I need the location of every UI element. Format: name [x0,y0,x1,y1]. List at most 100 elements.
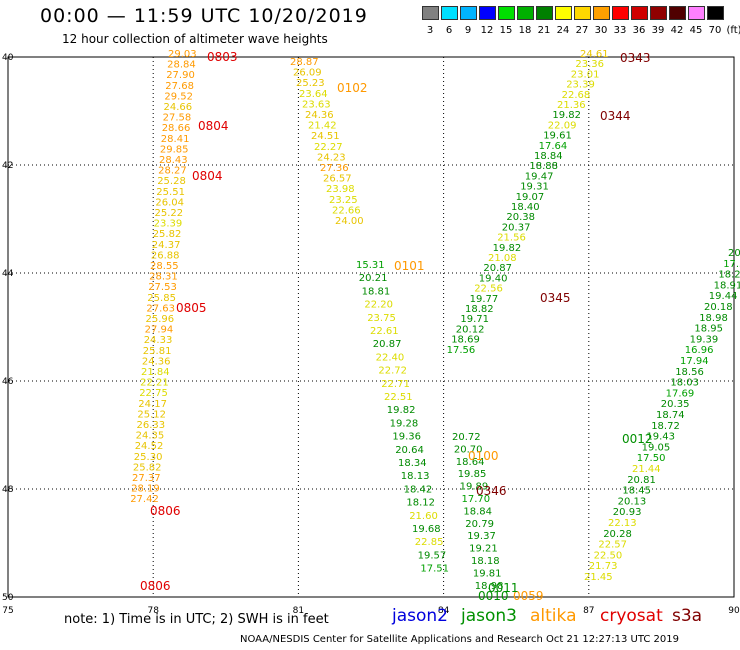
swh-value: 24.35 [136,431,165,442]
swh-value: 22.50 [594,550,623,561]
swh-value: 22.71 [381,379,410,390]
swh-value: 20.0 [728,248,740,259]
legend-label: 39 [651,25,665,36]
swh-value: 28.87 [290,57,319,68]
swh-value: 26.04 [155,197,184,208]
swh-value: 20.70 [454,444,483,455]
footer-credit: NOAA/NESDIS Center for Satellite Applica… [240,634,679,645]
swh-value: 23.25 [329,195,358,206]
swh-value: 24.33 [144,335,173,346]
time-label: 0343 [620,51,651,65]
swh-value: 18.64 [456,457,485,468]
legend-label: 18 [518,25,532,36]
map-subtitle: 12 hour collection of altimeter wave hei… [62,32,328,46]
swh-value: 24.66 [164,102,193,113]
legend-swatch [707,6,724,20]
legend-swatch [612,6,629,20]
swh-value: 18.34 [398,458,427,469]
legend-swatch [479,6,496,20]
swh-value: 21.45 [584,572,613,583]
swh-value: 22.20 [364,300,393,311]
legend-label: 27 [575,25,589,36]
swh-value: 25.30 [134,452,163,463]
time-label: 0806 [140,579,171,593]
swh-value: 17.94 [680,356,709,367]
swh-value: 21.42 [308,121,337,132]
swh-value: 20.21 [359,273,388,284]
swh-value: 19.07 [516,192,545,203]
swh-value: 20.93 [613,507,642,518]
swh-value: 22.21 [140,378,169,389]
swh-value: 24.36 [142,356,171,367]
swh-value: 20.38 [506,212,535,223]
swh-value: 25.82 [153,229,182,240]
swh-value: 23.39 [566,80,595,91]
swh-value: 20.18 [704,302,733,313]
legend-label: 21 [537,25,551,36]
swh-value: 17.70 [462,494,491,505]
swh-value: 18.56 [675,367,704,378]
footer-note: note: 1) Time is in UTC; 2) SWH is in fe… [64,612,329,627]
legend-label: 70 [708,25,722,36]
swh-value: 18.98 [475,581,504,592]
swh-value: 16.96 [685,345,714,356]
swh-value: 24.61 [580,49,609,60]
swh-value: 17.51 [420,564,449,575]
swh-value: 25.22 [155,208,184,219]
legend-swatch [441,6,458,20]
swh-value: 19.89 [460,482,489,493]
time-label: 0806 [150,504,181,518]
legend-label: 42 [670,25,684,36]
lat-tick-label: 46 [2,377,14,387]
swh-value: 19.81 [473,568,502,579]
swh-value: 24.36 [305,110,334,121]
lat-tick-label: 44 [2,269,14,279]
swh-value: 20.72 [452,432,481,443]
swh-value: 22.61 [370,326,399,337]
time-label: 0012 [622,432,653,446]
lon-tick-label: 78 [147,606,159,616]
swh-value: 19.57 [418,550,447,561]
swh-value: 27.36 [320,163,349,174]
legend-unit: (ft) [726,25,740,36]
swh-value: 19.82 [387,405,416,416]
sat-label-altika: altika [530,606,577,626]
lat-tick-label: 42 [2,161,13,171]
swh-value: 18.98 [699,313,728,324]
lat-tick-label: 48 [2,485,14,495]
swh-value: 26.33 [137,420,166,431]
swh-value: 19.82 [493,243,522,254]
time-label: 0805 [176,301,207,315]
swh-value: 18.42 [404,484,433,495]
swh-value: 20.37 [502,222,531,233]
swh-value: 27.68 [165,81,194,92]
swh-value: 18.84 [534,151,563,162]
swh-value: 22.72 [378,366,407,377]
swh-value: 20.87 [373,339,402,350]
time-label: 0346 [476,484,507,498]
legend-label: 9 [464,25,472,36]
swh-value: 23.64 [299,89,328,100]
swh-value: 22.85 [415,537,444,548]
lon-tick-label: 90 [728,606,740,616]
swh-value: 27.37 [132,473,161,484]
legend-label: 3 [426,25,434,36]
swh-value: 20.28 [603,529,632,540]
swh-value: 19.77 [470,294,499,305]
lat-tick-label: 40 [2,53,14,63]
swh-value: 18.12 [406,498,435,509]
swh-value: 28.55 [150,261,179,272]
swh-value: 19.05 [642,442,671,453]
swh-value: 25.12 [137,409,166,420]
swh-value: 29.52 [164,91,193,102]
swh-value: 28.19 [131,484,160,495]
swh-value: 19.43 [646,432,675,443]
legend-swatch [593,6,610,20]
swh-value: 18.03 [670,378,699,389]
legend-swatch [555,6,572,20]
legend-swatch [498,6,515,20]
lat-tick-label: 50 [2,593,14,603]
legend-swatch [517,6,534,20]
swh-value: 18.13 [401,471,430,482]
legend-swatch [669,6,686,20]
